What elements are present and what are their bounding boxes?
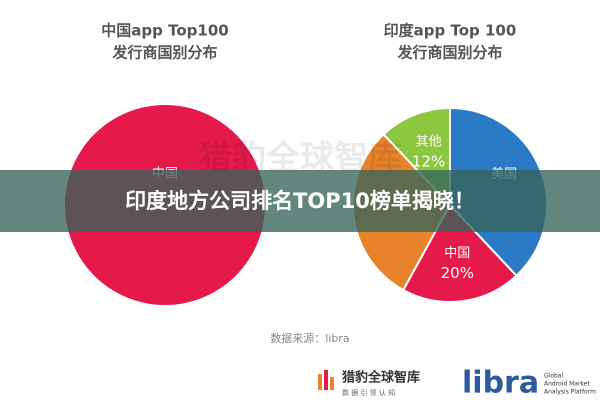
pie-slice (401, 203, 518, 303)
chart-title: 印度app Top 100 (384, 22, 517, 40)
logo-bar (318, 374, 322, 390)
source: 数据来源：libra (270, 331, 349, 345)
logo-slogan: 数 据 引 领 认 知 (342, 388, 395, 397)
chart-subtitle: 发行商国别分布 (111, 44, 217, 62)
libra-tagline: Android Market (544, 381, 590, 388)
libra-tagline: Analysis Platform (544, 389, 596, 396)
chart-subtitle: 发行商国别分布 (396, 44, 502, 62)
slice-label: 其他 (416, 134, 442, 149)
slice-value-label: 12% (412, 152, 445, 170)
logo-text: 猎豹全球智库 (342, 370, 420, 386)
libra-text: libra (462, 366, 539, 400)
libra-logo: libra Global Android Market Analysis Pla… (462, 366, 596, 400)
slice-label: 中国 (444, 246, 470, 261)
banner-text: 印度地方公司排名TOP10榜单揭晓！ (125, 189, 475, 213)
logo-bar (330, 377, 334, 390)
banner-band (0, 170, 600, 232)
logo-bar (324, 370, 328, 390)
chart-title: 中国app Top100 (101, 22, 228, 40)
slice-value-label: 20% (441, 264, 474, 282)
libra-tagline: Global (544, 373, 563, 380)
cheetah-logo: 猎豹全球智库 数 据 引 领 认 知 (318, 370, 420, 397)
